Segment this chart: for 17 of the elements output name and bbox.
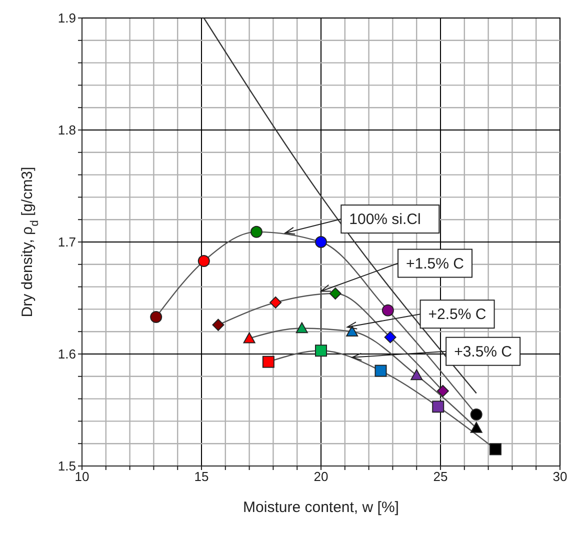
- y-tick-label: 1.8: [58, 122, 76, 138]
- y-tick-label: 1.5: [58, 458, 76, 474]
- annotation: +1.5% C: [406, 255, 464, 272]
- x-axis-title: Moisture content, w [%]: [243, 499, 399, 516]
- y-tick-label: 1.7: [58, 234, 76, 250]
- x-tick-label: 30: [552, 469, 568, 484]
- point: [315, 344, 327, 357]
- x-tick-label: 10: [74, 469, 90, 484]
- point: [296, 322, 308, 334]
- y-tick-label: 1.9: [58, 10, 76, 26]
- annotation: +3.5% C: [454, 343, 512, 360]
- x-tick-label: 25: [433, 469, 448, 484]
- x-tick-label: 20: [314, 469, 328, 484]
- x-tick-label: 15: [194, 469, 209, 484]
- y-tick-label: 1.6: [58, 346, 76, 362]
- annotation: 100% si.Cl: [349, 211, 421, 228]
- annotation: +2.5% C: [428, 306, 486, 324]
